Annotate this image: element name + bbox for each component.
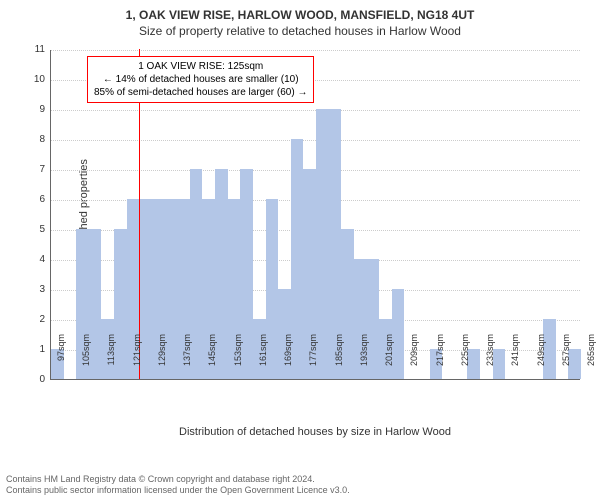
x-tick: 209sqm [409, 334, 419, 384]
plot-area: 012345678910111 OAK VIEW RISE: 125sqm← 1… [50, 50, 580, 380]
y-tick: 6 [17, 194, 45, 205]
address-line: 1, OAK VIEW RISE, HARLOW WOOD, MANSFIELD… [6, 8, 594, 22]
x-tick: 241sqm [510, 334, 520, 384]
x-tick: 161sqm [258, 334, 268, 384]
y-tick: 3 [17, 284, 45, 295]
x-tick: 193sqm [359, 334, 369, 384]
x-tick: 201sqm [384, 334, 394, 384]
x-tick: 129sqm [157, 334, 167, 384]
y-tick: 4 [17, 254, 45, 265]
page-title: 1, OAK VIEW RISE, HARLOW WOOD, MANSFIELD… [0, 0, 600, 24]
annotation-box: 1 OAK VIEW RISE: 125sqm← 14% of detached… [87, 56, 314, 103]
annot-line-3: 85% of semi-detached houses are larger (… [94, 86, 307, 99]
y-tick: 1 [17, 344, 45, 355]
x-tick: 265sqm [586, 334, 596, 384]
footer-attribution: Contains HM Land Registry data © Crown c… [6, 474, 350, 497]
x-tick: 249sqm [536, 334, 546, 384]
x-tick: 233sqm [485, 334, 495, 384]
x-tick: 97sqm [56, 334, 66, 384]
page-subtitle: Size of property relative to detached ho… [0, 24, 600, 38]
footer-line-2: Contains public sector information licen… [6, 485, 350, 496]
x-tick: 145sqm [207, 334, 217, 384]
x-tick: 113sqm [106, 334, 116, 384]
y-tick: 2 [17, 314, 45, 325]
x-tick: 153sqm [233, 334, 243, 384]
histogram-chart: Number of detached properties 0123456789… [50, 50, 580, 420]
x-tick: 137sqm [182, 334, 192, 384]
y-tick: 11 [17, 44, 45, 55]
annot-line-2: ← 14% of detached houses are smaller (10… [94, 73, 307, 86]
y-tick: 7 [17, 164, 45, 175]
x-tick: 225sqm [460, 334, 470, 384]
annot-line-1: 1 OAK VIEW RISE: 125sqm [94, 60, 307, 73]
x-tick: 177sqm [308, 334, 318, 384]
gridline [51, 50, 580, 51]
y-tick: 5 [17, 224, 45, 235]
x-tick: 121sqm [132, 334, 142, 384]
y-tick: 9 [17, 104, 45, 115]
y-tick: 0 [17, 374, 45, 385]
x-tick: 217sqm [435, 334, 445, 384]
x-tick: 185sqm [334, 334, 344, 384]
x-tick: 105sqm [81, 334, 91, 384]
footer-line-1: Contains HM Land Registry data © Crown c… [6, 474, 350, 485]
y-tick: 10 [17, 74, 45, 85]
x-axis-label: Distribution of detached houses by size … [50, 426, 580, 438]
y-tick: 8 [17, 134, 45, 145]
x-tick: 169sqm [283, 334, 293, 384]
x-tick: 257sqm [561, 334, 571, 384]
